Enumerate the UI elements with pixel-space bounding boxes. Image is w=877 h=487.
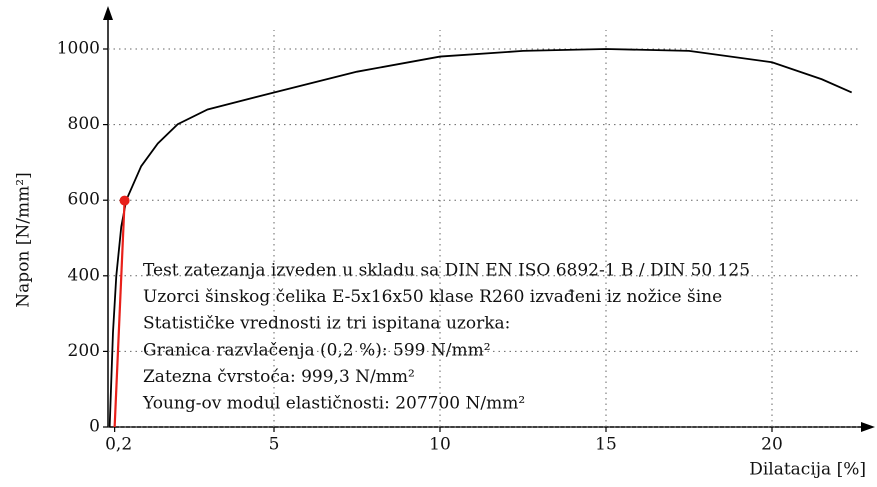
x-tick-label: 20 <box>761 435 783 455</box>
x-tick-label: 5 <box>269 435 280 455</box>
y-axis-label: Napon [N/mm²] <box>14 172 34 307</box>
annotation: Young-ov modul elastičnosti: 207700 N/mm… <box>142 394 525 414</box>
y-tick-label: 200 <box>68 341 100 361</box>
y-axis-arrow <box>103 6 113 20</box>
y-tick-label: 0 <box>89 417 100 437</box>
y-tick-label: 800 <box>68 114 100 134</box>
annotation: Test zatezanja izveden u skladu sa DIN E… <box>143 261 750 281</box>
y-tick-label: 600 <box>68 190 100 210</box>
line <box>113 200 126 428</box>
y-tick-label: 1000 <box>57 39 100 59</box>
x-tick-label: 15 <box>595 435 617 455</box>
annotation: Zatezna čvrstoća: 999,3 N/mm² <box>143 367 415 387</box>
y-tick-label: 400 <box>68 265 100 285</box>
annotation: Granica razvlačenja (0,2 %): 599 N/mm² <box>143 340 491 360</box>
x-tick-label: 0,2 <box>105 435 132 455</box>
line <box>108 48 853 428</box>
annotation: Uzorci šinskog čelika E-5x16x50 klase R2… <box>143 287 722 307</box>
x-tick-label: 10 <box>429 435 451 455</box>
annotation: Statističke vrednosti iz tri ispitana uz… <box>143 314 510 334</box>
x-axis-arrow <box>861 422 875 432</box>
x-axis-label: Dilatacija [%] <box>749 460 866 480</box>
point <box>119 195 130 206</box>
